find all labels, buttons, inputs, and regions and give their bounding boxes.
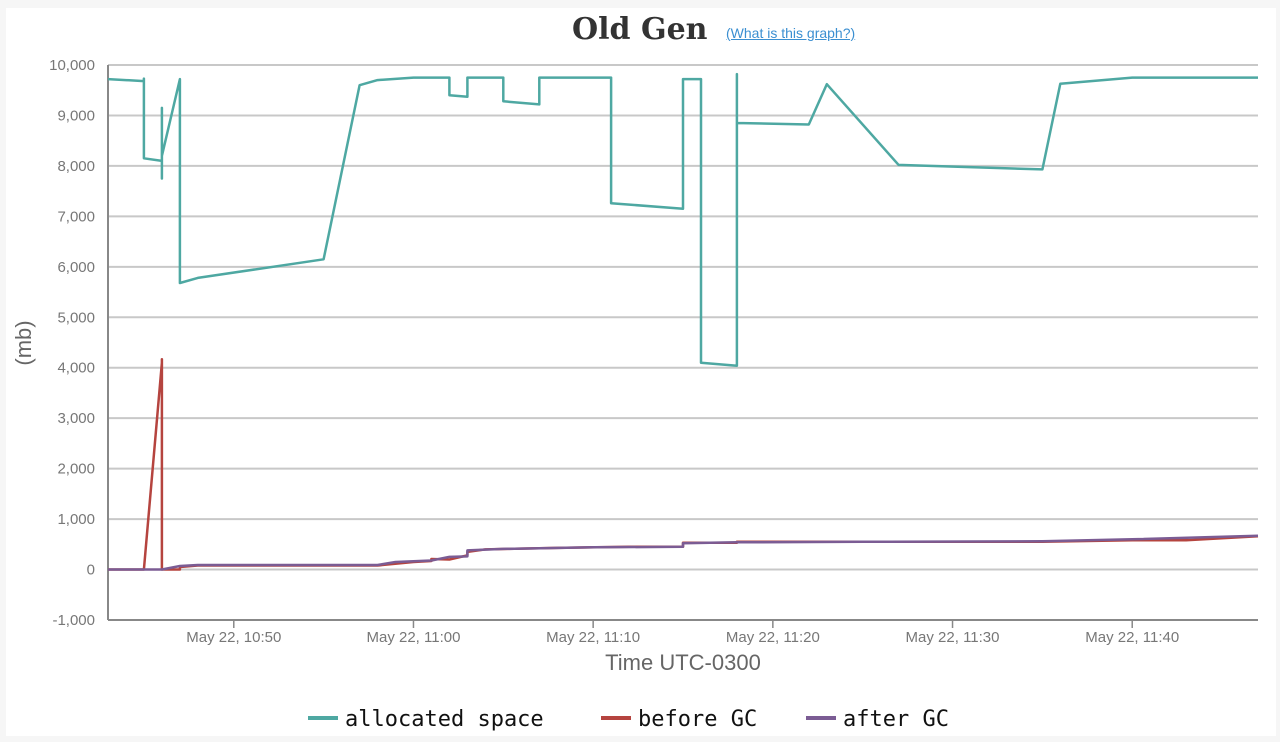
chart-panel [6,8,1276,736]
legend-item[interactable]: allocated space [308,707,544,732]
x-tick-label: May 22, 11:40 [1085,629,1179,646]
legend-item[interactable]: after GC [806,707,949,732]
y-tick-label: 10,000 [49,57,95,74]
x-tick-label: May 22, 11:30 [906,629,1000,646]
series-line-after-gc [108,534,1259,571]
legend: allocated space before GC after GC [308,707,949,732]
y-tick-label: 1,000 [57,511,95,528]
x-tick-label: May 22, 11:20 [726,629,820,646]
y-tick-label: 3,000 [57,410,95,427]
series-line-allocated-space [107,72,1258,367]
y-tick-label: -1,000 [52,612,95,629]
y-tick-label: 4,000 [57,360,95,377]
x-tick-label: May 22, 11:10 [546,629,640,646]
legend-label: after GC [843,707,949,732]
legend-label: allocated space [345,707,544,732]
legend-item[interactable]: before GC [601,707,757,732]
series-lines [107,72,1259,571]
y-tick-label: 8,000 [57,158,95,175]
x-axis-ticks: May 22, 10:50 May 22, 11:00 May 22, 11:10 M… [186,620,1179,646]
x-tick-label: May 22, 11:00 [366,629,460,646]
y-tick-label: 6,000 [57,259,95,276]
y-tick-label: 2,000 [57,461,95,478]
y-axis-label: (mb) [11,320,36,365]
x-tick-label: May 22, 10:50 [186,629,281,646]
series-line-before-gc [108,357,1259,571]
y-tick-label: 5,000 [57,309,95,326]
y-tick-label: 0 [87,562,95,579]
legend-label: before GC [638,707,757,732]
chart-title: Old Gen [572,12,708,47]
x-axis-label: Time UTC-0300 [605,650,761,675]
y-tick-label: 7,000 [57,208,95,225]
y-tick-label: 9,000 [57,107,95,124]
y-axis-ticks: -1,000 0 1,000 2,000 3,000 4,000 5,000 6,000 7,0… [49,57,95,629]
what-is-this-graph-link[interactable]: (What is this graph?) [726,25,856,41]
